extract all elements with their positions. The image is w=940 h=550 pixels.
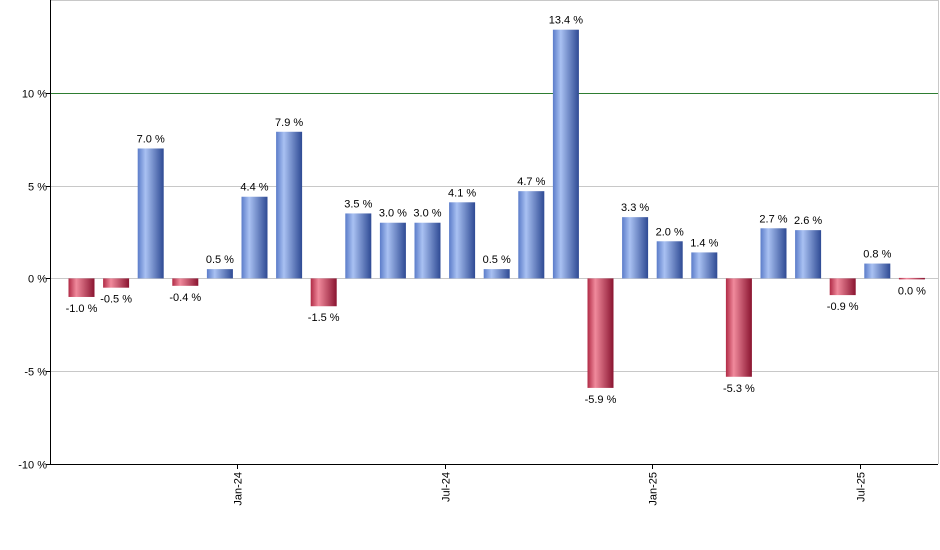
bar xyxy=(829,278,856,296)
bar-value-label: 3.5 % xyxy=(344,198,372,210)
bar xyxy=(206,269,233,279)
data-labels: -1.0 %-0.5 % 7.0 % -0.4 % 0.5 % 4.4 % 7.9 % -1… xyxy=(66,15,927,406)
bar xyxy=(379,222,406,279)
bar xyxy=(864,263,891,279)
y-tick-label: 0 % xyxy=(28,274,47,286)
bar-value-label: 2.0 % xyxy=(656,226,684,238)
bar xyxy=(518,191,545,279)
bar xyxy=(414,222,441,279)
y-tick-label: -10 % xyxy=(18,460,47,472)
bar-value-label: 0.5 % xyxy=(206,254,234,266)
bar xyxy=(483,269,510,279)
bar-value-label: 0.8 % xyxy=(863,249,891,261)
axes xyxy=(50,0,938,465)
bar-value-label: 0.0 % xyxy=(898,285,926,297)
bar-value-label: -5.3 % xyxy=(723,383,755,395)
bar xyxy=(276,131,303,279)
x-tick-label: Jul-25 xyxy=(856,472,868,502)
bar-value-label: -0.5 % xyxy=(100,294,132,306)
bar xyxy=(552,29,579,279)
bar-value-label: -1.5 % xyxy=(308,312,340,324)
bar xyxy=(103,278,130,288)
y-tick-label: -5 % xyxy=(24,367,47,379)
bar xyxy=(172,278,199,286)
bar xyxy=(68,278,95,297)
x-tick-label: Jul-24 xyxy=(441,472,453,502)
bar-value-label: 4.4 % xyxy=(240,182,268,194)
bar-value-label: 3.0 % xyxy=(379,208,407,220)
bar-value-label: 13.4 % xyxy=(549,15,583,27)
bar xyxy=(345,213,372,279)
bar xyxy=(691,252,718,279)
bar xyxy=(795,230,822,279)
bar-value-label: 0.5 % xyxy=(483,254,511,266)
bar xyxy=(760,228,787,279)
y-tick-label: 5 % xyxy=(28,182,47,194)
bar-value-label: 7.9 % xyxy=(275,117,303,129)
bar xyxy=(310,278,337,307)
bar xyxy=(137,148,164,279)
bar xyxy=(587,278,614,388)
bar xyxy=(449,202,476,279)
bar-value-label: 3.0 % xyxy=(413,208,441,220)
bars xyxy=(68,29,925,388)
bar-value-label: 7.0 % xyxy=(137,133,165,145)
bar-value-label: -1.0 % xyxy=(66,303,98,315)
x-tick-label: Jan-24 xyxy=(233,472,245,506)
x-axis-ticks: Jan-24 Jul-24 Jan-25 Jul-25 xyxy=(233,464,868,506)
bar-value-label: -0.9 % xyxy=(827,301,859,313)
bar xyxy=(898,277,925,280)
bar xyxy=(241,196,268,279)
y-tick-label: 10 % xyxy=(22,89,47,101)
bar-value-label: 2.7 % xyxy=(759,213,787,225)
bar-value-label: -0.4 % xyxy=(169,292,201,304)
bar-value-label: 1.4 % xyxy=(690,237,718,249)
bar xyxy=(725,278,752,377)
bar xyxy=(622,217,649,279)
bar xyxy=(656,241,683,279)
x-tick-label: Jan-25 xyxy=(648,472,660,506)
y-axis-ticks: 10 % 5 % 0 % -5 % -10 % xyxy=(18,89,50,472)
bar-value-label: 4.7 % xyxy=(517,176,545,188)
bar-value-label: -5.9 % xyxy=(585,394,617,406)
bar-value-label: 4.1 % xyxy=(448,187,476,199)
bar-value-label: 2.6 % xyxy=(794,215,822,227)
bar-value-label: 3.3 % xyxy=(621,202,649,214)
